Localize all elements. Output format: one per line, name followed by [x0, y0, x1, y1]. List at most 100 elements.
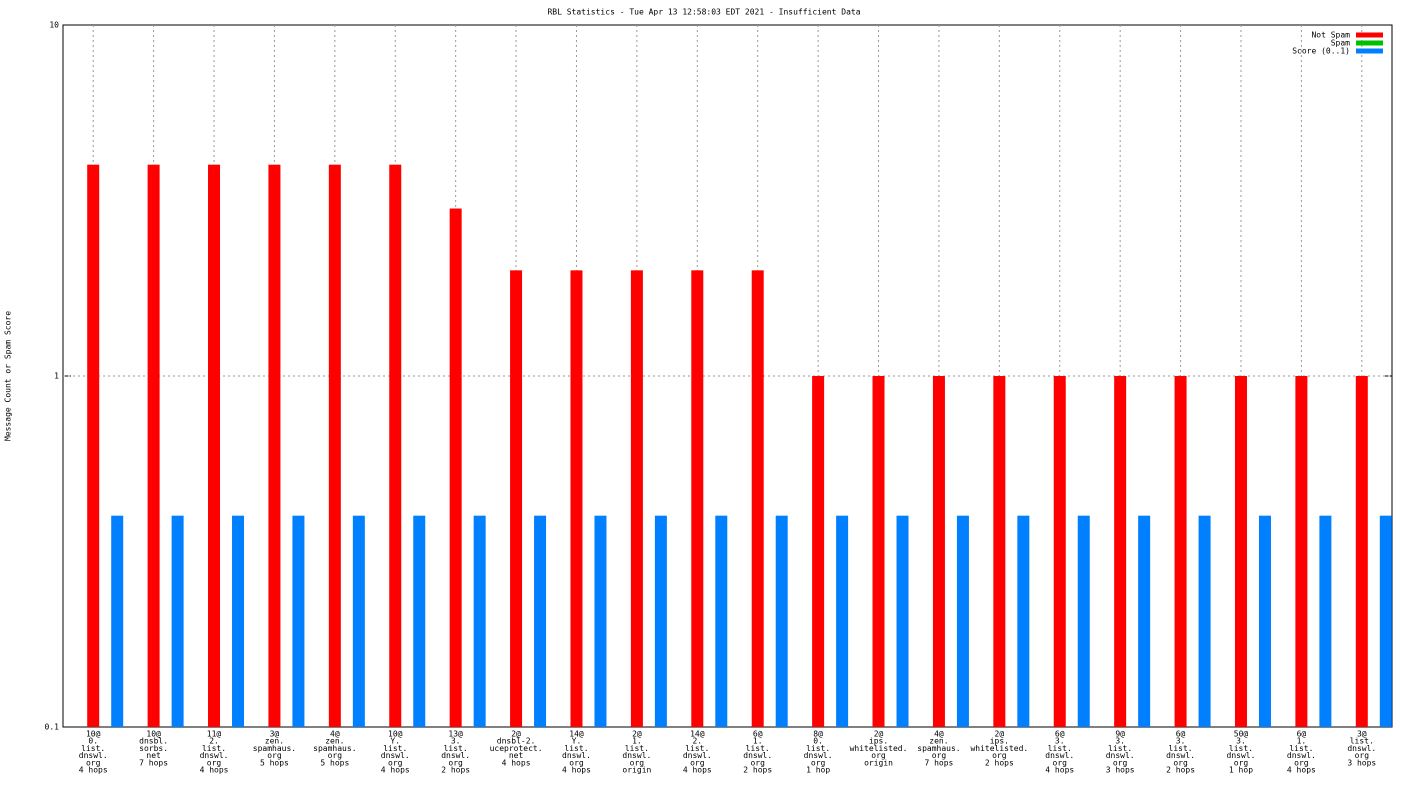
x-tick-label: 4 hops — [562, 766, 591, 775]
x-tick-label: 10@ — [86, 730, 101, 739]
x-tick-label: 4@ — [934, 730, 944, 739]
x-tick-label: ips. — [990, 737, 1009, 746]
x-tick-label: 4 hops — [502, 758, 531, 767]
x-tick-label: 3@ — [1357, 730, 1367, 739]
x-tick-label: uceprotect. — [490, 744, 543, 753]
x-tick-label: dnswl. — [441, 751, 470, 760]
x-tick-label: 14@ — [569, 730, 584, 739]
x-tick-label: 3. — [1176, 737, 1186, 746]
x-tick-label: dnswl. — [1166, 751, 1195, 760]
bar — [352, 515, 365, 727]
bar — [473, 515, 486, 727]
x-tick-label: list. — [1229, 744, 1253, 753]
x-tick-label: list. — [202, 744, 226, 753]
plot-frame — [62, 24, 1393, 728]
y-axis-label: Message Count or Spam Score — [4, 311, 13, 441]
x-tick-label: org — [750, 758, 765, 767]
bar — [292, 515, 305, 727]
x-tick-label: 0. — [813, 737, 823, 746]
x-tick-label: 6@ — [1055, 730, 1065, 739]
x-tick-label: 4 hops — [381, 766, 410, 775]
x-tick-label: dnswl. — [1227, 751, 1256, 760]
x-tick-label: org — [1355, 751, 1370, 760]
bar — [1114, 376, 1127, 727]
x-tick-label: 2 hops — [441, 766, 470, 775]
bar — [534, 515, 547, 727]
x-tick-label: spamhaus. — [313, 744, 356, 753]
bar — [208, 164, 221, 727]
x-tick-label: 9@ — [1115, 730, 1125, 739]
x-tick-label: org — [871, 751, 886, 760]
bar — [691, 270, 704, 727]
x-tick-label: 2 hops — [743, 766, 772, 775]
x-tick-label: 0. — [88, 737, 98, 746]
legend-label: Score (0..1) — [1292, 47, 1350, 56]
bar — [87, 164, 100, 727]
x-tick-label: 1 hop — [1229, 766, 1253, 775]
legend-label: Not Spam — [1311, 31, 1350, 40]
bar — [812, 376, 825, 727]
x-tick-label: 4 hops — [1045, 766, 1074, 775]
x-tick-label: dnswl. — [200, 751, 229, 760]
bar — [1355, 376, 1368, 727]
y-tick-label: 10 — [49, 21, 59, 30]
x-tick-label: 6@ — [1176, 730, 1186, 739]
bar — [147, 164, 160, 727]
x-tick-label: ips. — [869, 737, 888, 746]
legend-swatch — [1356, 40, 1383, 46]
bar — [111, 515, 124, 727]
x-tick-label: whitelisted. — [970, 744, 1028, 753]
x-tick-label: 2@ — [874, 730, 884, 739]
x-tick-label: 4 hops — [1287, 766, 1316, 775]
x-tick-label: 10@ — [388, 730, 403, 739]
x-tick-label: dnswl. — [743, 751, 772, 760]
x-tick-label: 6@ — [1297, 730, 1307, 739]
x-tick-label: 1 hop — [806, 766, 830, 775]
x-tick-label: dnswl. — [381, 751, 410, 760]
x-tick-label: list. — [1048, 744, 1072, 753]
bar — [1319, 515, 1332, 727]
x-tick-label: 2 hops — [1166, 766, 1195, 775]
x-tick-label: org — [207, 758, 222, 767]
x-tick-label: 4 hops — [200, 766, 229, 775]
x-tick-label: 10@ — [146, 730, 161, 739]
x-tick-label: dnswl. — [683, 751, 712, 760]
x-tick-label: net — [509, 751, 524, 760]
x-tick-label: whitelisted. — [850, 744, 908, 753]
x-tick-label: 6@ — [753, 730, 763, 739]
x-tick-label: 50@ — [1234, 730, 1249, 739]
x-tick-label: org — [569, 758, 584, 767]
bar — [775, 515, 788, 727]
x-tick-label: spamhaus. — [253, 744, 296, 753]
bar — [389, 164, 402, 727]
bar — [510, 270, 523, 727]
x-tick-label: org — [448, 758, 463, 767]
x-tick-label: org — [1053, 758, 1068, 767]
x-tick-label: list. — [625, 744, 649, 753]
x-tick-label: list. — [1350, 737, 1374, 746]
x-tick-label: list. — [1289, 744, 1313, 753]
x-tick-label: 2@ — [511, 730, 521, 739]
x-tick-label: 2 hops — [985, 758, 1014, 767]
x-tick-label: 7 hops — [139, 758, 168, 767]
x-tick-label: 3 hops — [1347, 758, 1376, 767]
x-tick-label: dnswl. — [1347, 744, 1376, 753]
x-tick-label: zen. — [325, 737, 344, 746]
bar — [932, 376, 945, 727]
x-tick-label: org — [811, 758, 826, 767]
x-tick-label: dnsbl. — [139, 737, 168, 746]
y-tick-label: 1 — [54, 372, 59, 381]
x-tick-label: 7 hops — [924, 758, 953, 767]
x-tick-label: sorbs. — [139, 744, 168, 753]
x-tick-label: dnswl. — [622, 751, 651, 760]
x-tick-label: dnswl. — [1287, 751, 1316, 760]
x-tick-label: list. — [564, 744, 588, 753]
bar — [1017, 515, 1030, 727]
x-tick-label: org — [86, 758, 101, 767]
bar — [1198, 515, 1211, 727]
bar — [171, 515, 184, 727]
bar — [594, 515, 607, 727]
x-tick-label: 2. — [692, 737, 702, 746]
x-tick-label: 14@ — [690, 730, 705, 739]
